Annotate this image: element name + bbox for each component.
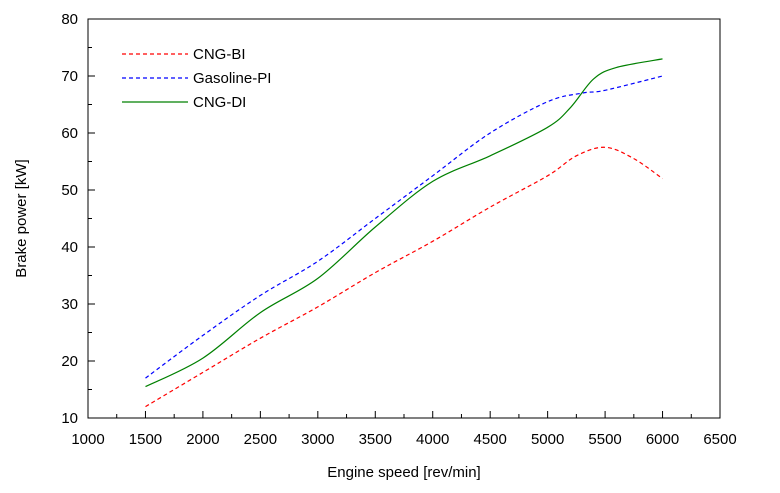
y-tick-label: 30 bbox=[61, 296, 78, 313]
legend-label: CNG-DI bbox=[193, 94, 246, 111]
x-tick-label: 3000 bbox=[301, 431, 334, 448]
legend-label: CNG-BI bbox=[193, 46, 246, 63]
x-tick-label: 2000 bbox=[186, 431, 219, 448]
x-axis-title: Engine speed [rev/min] bbox=[327, 464, 480, 481]
y-tick-label: 80 bbox=[61, 11, 78, 28]
legend: CNG-BI Gasoline-PI CNG-DI bbox=[122, 46, 271, 111]
plot-area-frame bbox=[87, 18, 721, 419]
x-tick-label: 4000 bbox=[416, 431, 449, 448]
y-tick-label: 10 bbox=[61, 410, 78, 427]
x-tick-label: 5500 bbox=[588, 431, 621, 448]
x-tick-label: 3500 bbox=[359, 431, 392, 448]
y-tick-label: 40 bbox=[61, 239, 78, 256]
series-line-gasoline-pi bbox=[145, 75, 663, 379]
y-tick-label: 20 bbox=[61, 353, 78, 370]
y-tick-label: 50 bbox=[61, 182, 78, 199]
legend-label: Gasoline-PI bbox=[193, 70, 271, 87]
x-tick-label: 4500 bbox=[473, 431, 506, 448]
axis-ticks bbox=[87, 18, 721, 419]
x-tick-label: 6500 bbox=[703, 431, 736, 448]
y-tick-label: 70 bbox=[61, 68, 78, 85]
x-tick-label: 1000 bbox=[71, 431, 104, 448]
x-tick-label: 6000 bbox=[646, 431, 679, 448]
y-tick-label: 60 bbox=[61, 125, 78, 142]
series-line-cng-bi bbox=[145, 146, 663, 408]
tick-labels: 1000 1500 2000 2500 3000 3500 4000 4500 5000 5500… bbox=[61, 11, 736, 448]
x-tick-label: 5000 bbox=[531, 431, 564, 448]
series-line-cng-di bbox=[145, 58, 663, 388]
x-tick-label: 1500 bbox=[129, 431, 162, 448]
x-tick-label: 2500 bbox=[244, 431, 277, 448]
series-lines bbox=[145, 58, 663, 408]
y-axis-title: Brake power [kW] bbox=[13, 159, 30, 277]
